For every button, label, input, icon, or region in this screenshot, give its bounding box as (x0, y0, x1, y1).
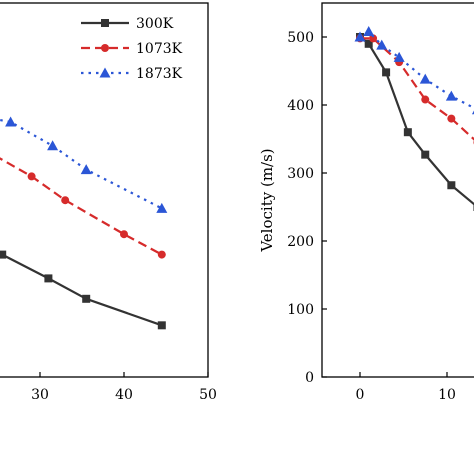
data-point-1873K (419, 73, 431, 84)
data-point-1073K (27, 172, 36, 181)
data-point-300K (364, 39, 373, 48)
x-tick-label: 40 (115, 387, 133, 403)
data-point-300K (82, 294, 91, 303)
data-point-1873K (47, 140, 59, 151)
left-chart-panel: 30 40 50 (0, 2, 217, 403)
data-point-1873K (80, 164, 92, 175)
data-point-300K (0, 250, 7, 259)
data-point-1073K (120, 230, 128, 239)
legend-label: 300K (136, 16, 174, 32)
series-line-300K (359, 36, 474, 206)
y-tick-label: 300 (287, 166, 314, 182)
data-point-1873K (393, 51, 405, 62)
data-point-1873K (5, 116, 17, 127)
legend-marker-1873K (99, 67, 111, 78)
data-point-300K (382, 68, 391, 77)
y-axis-title: Velocity (m/s) (258, 148, 276, 252)
data-point-1873K (354, 31, 366, 42)
data-point-1073K (369, 34, 378, 43)
data-point-1873K (376, 39, 388, 50)
y-tick-label: 400 (287, 98, 314, 114)
y-tick-label: 500 (287, 30, 314, 46)
data-point-300K (44, 274, 53, 283)
y-tick-label: 100 (287, 302, 314, 318)
x-tick-label: 30 (31, 387, 49, 403)
y-tick-label: 0 (305, 370, 314, 386)
series-line-1873K (359, 30, 474, 110)
data-point-1873K (363, 26, 375, 37)
data-point-1073K (157, 250, 166, 259)
data-point-1873K (471, 110, 474, 115)
data-point-300K (421, 150, 430, 159)
data-point-1073K (447, 114, 456, 123)
series-line-300K (1, 253, 163, 327)
series-line-1073K (0, 157, 163, 256)
plot-area (354, 26, 474, 211)
legend-label: 1073K (136, 41, 183, 57)
chart-legend: 300K 1073K 1873K (81, 16, 183, 82)
legend-marker-1073K (101, 44, 109, 52)
data-point-1073K (61, 196, 70, 205)
plot-area (0, 116, 168, 330)
y-tick-label: 200 (287, 234, 314, 250)
series-line-1873K (0, 118, 163, 210)
plot-frame (321, 2, 474, 378)
data-point-300K (403, 128, 412, 137)
plot-frame (0, 2, 209, 378)
legend-label: 1873K (136, 66, 183, 82)
x-tick-label: 50 (199, 387, 217, 403)
data-point-1073K (421, 95, 430, 104)
data-point-300K (157, 321, 166, 330)
data-point-300K (447, 181, 456, 190)
x-tick-label: 0 (356, 387, 365, 403)
x-tick-label: 10 (438, 387, 456, 403)
data-point-1873K (445, 90, 457, 101)
data-point-1873K (156, 202, 168, 213)
legend-marker-300K (101, 19, 109, 27)
